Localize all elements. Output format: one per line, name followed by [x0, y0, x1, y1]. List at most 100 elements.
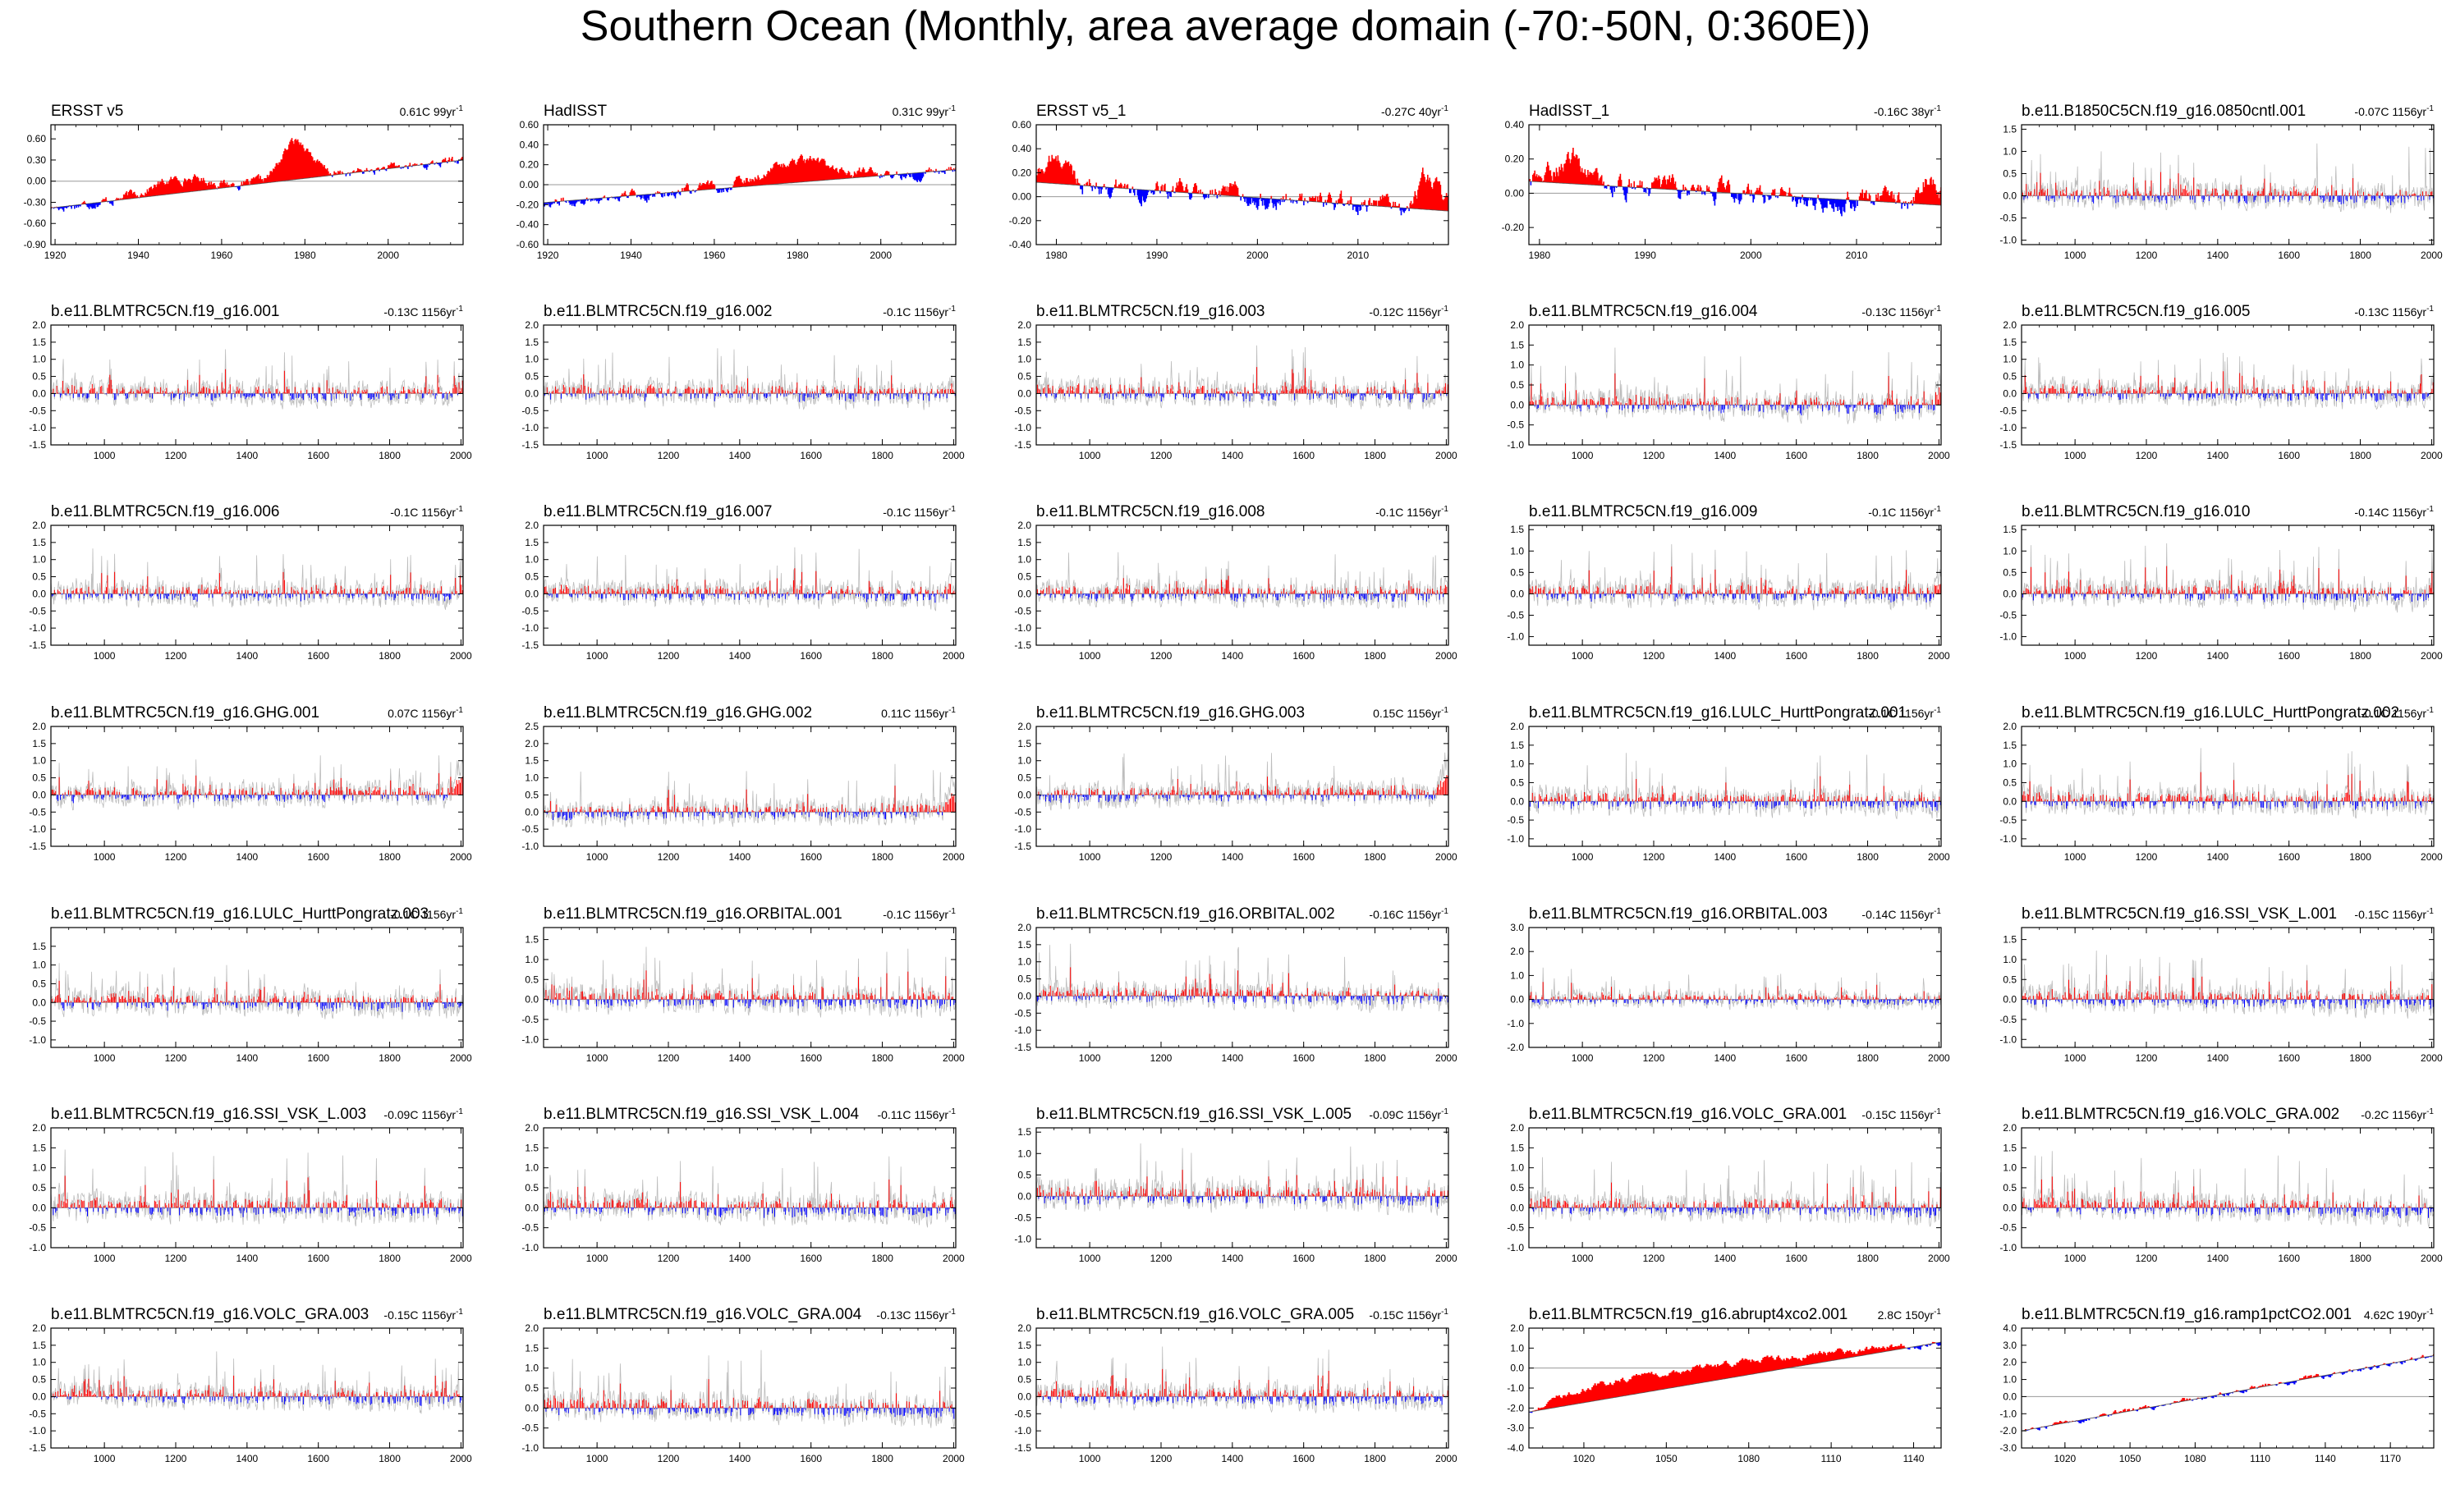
- plot-area: [2022, 543, 2434, 613]
- trend-exponent: -1: [456, 706, 463, 715]
- y-tick-label: -1.5: [1014, 1042, 1031, 1053]
- x-tick-label: 1110: [2250, 1453, 2270, 1464]
- x-tick-label: 1200: [1643, 851, 1665, 863]
- y-tick-label: 1.0: [2003, 354, 2017, 365]
- y-tick-label: 0.5: [1510, 1182, 1524, 1194]
- x-tick-label: 1200: [2136, 1253, 2158, 1264]
- x-tick-label: 1600: [1292, 851, 1315, 863]
- y-tick-label: -1.5: [1999, 439, 2017, 451]
- trend-exponent: -1: [456, 907, 463, 916]
- plot-area: [1529, 543, 1941, 611]
- chart-svg: b.e11.BLMTRC5CN.f19_g16.abrupt4xco2.001 2…: [1507, 1306, 1942, 1464]
- y-tick-label: -0.5: [1507, 610, 1524, 621]
- chart-svg: b.e11.BLMTRC5CN.f19_g16.ORBITAL.003 -0.14…: [1507, 905, 1950, 1064]
- x-tick-label: 1800: [1857, 851, 1879, 863]
- chart-svg: b.e11.BLMTRC5CN.f19_g16.SSI_VSK_L.001 -0.…: [1999, 905, 2443, 1064]
- series-positive: [1529, 1182, 1941, 1208]
- x-tick-label: 1980: [1045, 250, 1067, 261]
- y-tick-label: -0.20: [1502, 222, 1525, 233]
- x-tick-label: 1800: [1364, 1052, 1386, 1064]
- series-negative: [53, 393, 458, 402]
- y-tick-label: 0.5: [1510, 777, 1524, 788]
- y-tick-label: 0.0: [1017, 387, 1031, 399]
- y-tick-label: -1.5: [1014, 841, 1031, 852]
- y-tick-label: -1.0: [1999, 235, 2017, 246]
- x-tick-label: 1000: [586, 851, 608, 863]
- x-tick-label: 1200: [658, 1052, 680, 1064]
- chart-panel: b.e11.BLMTRC5CN.f19_g16.SSI_VSK_L.005 -0.…: [985, 1095, 1470, 1289]
- plot-area: [2022, 1354, 2434, 1432]
- x-tick-label: 1200: [658, 1253, 680, 1264]
- plot-frame: [1528, 1327, 1942, 1449]
- x-tick-label: 2000: [1928, 450, 1950, 461]
- panel-title: b.e11.BLMTRC5CN.f19_g16.SSI_VSK_L.005: [1036, 1106, 1352, 1123]
- trend-exponent: -1: [1441, 1107, 1448, 1116]
- series-negative: [1529, 181, 1914, 217]
- y-tick-label: 1.0: [1510, 758, 1524, 770]
- x-tick-label: 1600: [2278, 250, 2300, 261]
- x-tick-label: 1400: [2206, 1052, 2228, 1064]
- y-tick-label: 0.0: [1017, 1391, 1031, 1402]
- panel-trend: -0.13C 1156yr-1: [876, 1308, 956, 1322]
- chart-panel: b.e11.BLMTRC5CN.f19_g16.001 -0.13C 1156yr…: [0, 292, 484, 486]
- x-tick-label: 1800: [2349, 450, 2371, 461]
- y-tick-label: 0.60: [1012, 119, 1032, 131]
- x-tick-label: 1980: [787, 250, 809, 261]
- x-tick-label: 1400: [1714, 650, 1736, 662]
- plot-area: [51, 1149, 463, 1226]
- y-tick-label: 0.30: [27, 154, 47, 166]
- series-positive: [51, 772, 463, 795]
- y-tick-label: 0.5: [1017, 571, 1031, 583]
- y-tick-label: 1.0: [525, 354, 539, 365]
- y-tick-label: 1.5: [525, 1142, 539, 1153]
- trend-exponent: -1: [2426, 706, 2434, 715]
- y-tick-label: 1.5: [1510, 740, 1524, 751]
- plot-frame: [1528, 1127, 1942, 1249]
- chart-svg: b.e11.BLMTRC5CN.f19_g16.GHG.002 0.11C 115…: [521, 704, 965, 863]
- x-tick-label: 1600: [2278, 1253, 2300, 1264]
- plot-frame: [1035, 124, 1449, 245]
- x-tick-label: 1200: [1150, 1453, 1173, 1464]
- series-positive: [53, 1375, 460, 1397]
- x-tick-label: 1080: [1737, 1453, 1760, 1464]
- y-tick-label: 0.0: [2003, 387, 2017, 399]
- y-tick-label: 0.5: [525, 1382, 539, 1394]
- panel-title: b.e11.BLMTRC5CN.f19_g16.LULC_HurttPongra…: [1529, 704, 1907, 722]
- chart-svg: b.e11.BLMTRC5CN.f19_g16.009 -0.1C 1156yr-…: [1507, 503, 1950, 662]
- x-tick-label: 1600: [307, 1453, 329, 1464]
- panel-trend: -0.15C 1156yr-1: [1369, 1308, 1448, 1322]
- series-negative: [51, 593, 460, 602]
- x-tick-label: 1800: [379, 1453, 401, 1464]
- y-tick-label: -0.90: [24, 239, 47, 250]
- y-tick-label: 1.0: [32, 1162, 46, 1174]
- panel-trend: -0.07C 1156yr-1: [2354, 104, 2434, 118]
- chart-svg: b.e11.BLMTRC5CN.f19_g16.008 -0.1C 1156yr-…: [1014, 503, 1457, 662]
- trend-exponent: -1: [2426, 505, 2434, 514]
- y-tick-label: -3.0: [1999, 1442, 2017, 1454]
- y-tick-label: -0.5: [521, 1423, 539, 1434]
- y-tick-label: 1.0: [32, 554, 46, 566]
- x-tick-label: 1600: [1292, 450, 1315, 461]
- x-tick-label: 1400: [236, 851, 258, 863]
- plot-area: [2022, 1151, 2434, 1228]
- x-tick-label: 1400: [1221, 851, 1243, 863]
- x-tick-label: 1600: [307, 650, 329, 662]
- x-tick-label: 2000: [377, 250, 399, 261]
- y-tick-label: 0.0: [1510, 399, 1524, 410]
- y-tick-label: 1.5: [1510, 339, 1524, 351]
- trend-exponent: -1: [456, 104, 463, 113]
- y-tick-label: 1.5: [1017, 1126, 1031, 1138]
- trend-exponent: -1: [948, 104, 956, 113]
- x-tick-label: 1000: [1079, 1453, 1101, 1464]
- y-tick-label: -1.0: [521, 841, 539, 852]
- series-raw: [51, 755, 463, 811]
- series-raw: [544, 547, 956, 612]
- panel-trend: -0.12C 1156yr-1: [1369, 305, 1448, 318]
- y-tick-label: 0.0: [1510, 1202, 1524, 1213]
- y-tick-label: 1.5: [1017, 537, 1031, 548]
- panel-trend: -0.1C 1156yr-1: [390, 907, 463, 921]
- panel-trend: -0.1C 1156yr-1: [1868, 706, 1941, 720]
- x-tick-label: 1600: [1785, 450, 1807, 461]
- y-tick-label: -1.5: [1014, 1442, 1031, 1454]
- x-tick-label: 1200: [658, 650, 680, 662]
